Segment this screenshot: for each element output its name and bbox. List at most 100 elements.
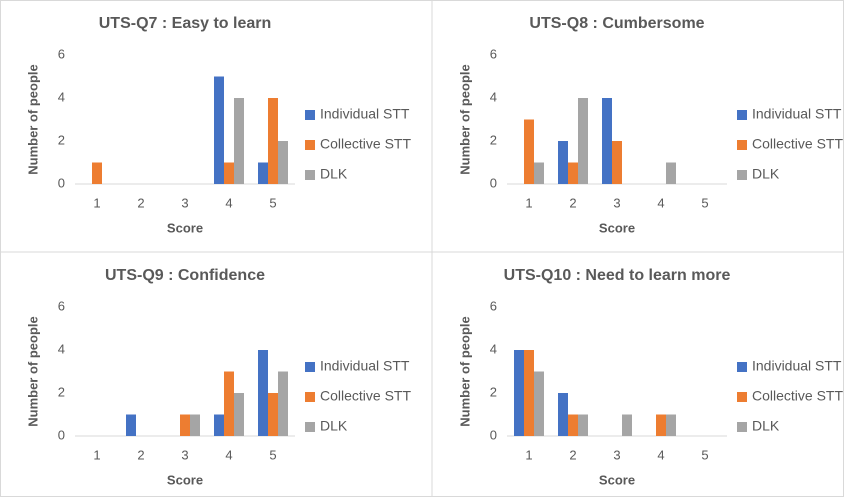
y-tick-label: 0 (490, 427, 497, 442)
legend-label: Individual STT (320, 358, 410, 374)
x-axis-label: Score (599, 472, 635, 487)
bar (268, 393, 278, 436)
legend-swatch (305, 140, 315, 150)
y-axis-label: Number of people (457, 64, 472, 175)
x-tick-label: 3 (181, 195, 188, 210)
legend-label: DLK (752, 418, 780, 434)
x-tick-label: 5 (701, 447, 708, 462)
y-axis-label: Number of people (25, 316, 40, 427)
bar (278, 141, 288, 184)
bar (524, 350, 534, 436)
legend-swatch (305, 392, 315, 402)
bar (568, 414, 578, 436)
x-tick-label: 4 (657, 447, 664, 462)
bar (214, 76, 224, 184)
y-tick-label: 0 (490, 175, 497, 190)
x-tick-label: 2 (137, 447, 144, 462)
legend-label: Collective STT (320, 388, 411, 404)
legend-swatch (737, 422, 747, 432)
y-tick-label: 6 (490, 298, 497, 313)
bar (666, 162, 676, 184)
y-axis-label: Number of people (457, 316, 472, 427)
bar (258, 350, 268, 436)
chart-panel: UTS-Q9 : Confidence Number of people Score… (25, 267, 411, 487)
legend-swatch (305, 362, 315, 372)
x-tick-label: 1 (525, 447, 532, 462)
legend-swatch (305, 110, 315, 120)
bar (224, 162, 234, 184)
bar (524, 119, 534, 184)
bar (234, 393, 244, 436)
bar (558, 393, 568, 436)
bar (126, 414, 136, 436)
x-tick-label: 5 (269, 447, 276, 462)
y-tick-label: 2 (490, 132, 497, 147)
bar (514, 350, 524, 436)
y-tick-label: 0 (58, 427, 65, 442)
y-tick-label: 6 (490, 46, 497, 61)
bar (534, 371, 544, 436)
x-tick-label: 4 (225, 447, 232, 462)
bar (268, 98, 278, 184)
bar (578, 414, 588, 436)
x-tick-label: 4 (657, 195, 664, 210)
x-tick-label: 2 (569, 195, 576, 210)
y-tick-label: 6 (58, 46, 65, 61)
y-tick-label: 2 (58, 384, 65, 399)
legend-swatch (737, 392, 747, 402)
legend-label: Individual STT (320, 106, 410, 122)
chart-panel: UTS-Q8 : Cumbersome Number of people Score… (457, 15, 843, 235)
y-tick-label: 0 (58, 175, 65, 190)
bar (214, 414, 224, 436)
legend-swatch (305, 170, 315, 180)
legend-swatch (737, 140, 747, 150)
bar (568, 162, 578, 184)
bar (180, 414, 190, 436)
bar (190, 414, 200, 436)
legend-label: Collective STT (752, 136, 843, 152)
chart-title: UTS-Q9 : Confidence (105, 267, 265, 284)
x-tick-label: 5 (269, 195, 276, 210)
legend-swatch (305, 422, 315, 432)
bar (666, 414, 676, 436)
bar (534, 162, 544, 184)
x-tick-label: 5 (701, 195, 708, 210)
bar (656, 414, 666, 436)
bar (224, 371, 234, 436)
chart-panel: UTS-Q10 : Need to learn more Number of pe… (457, 267, 843, 487)
x-tick-label: 3 (181, 447, 188, 462)
bar (258, 162, 268, 184)
y-tick-label: 2 (58, 132, 65, 147)
chart-title: UTS-Q10 : Need to learn more (504, 267, 731, 284)
chart-title: UTS-Q8 : Cumbersome (529, 15, 704, 32)
legend-swatch (737, 110, 747, 120)
y-tick-label: 2 (490, 384, 497, 399)
legend-label: Collective STT (320, 136, 411, 152)
bar (622, 414, 632, 436)
bar (612, 141, 622, 184)
x-tick-label: 1 (93, 447, 100, 462)
legend-label: DLK (320, 418, 348, 434)
x-tick-label: 4 (225, 195, 232, 210)
bar (558, 141, 568, 184)
y-tick-label: 4 (58, 89, 65, 104)
x-axis-label: Score (599, 220, 635, 235)
legend-label: Individual STT (752, 106, 842, 122)
bar (602, 98, 612, 184)
x-axis-label: Score (167, 220, 203, 235)
chart-panel: UTS-Q7 : Easy to learn Number of people Sc… (25, 15, 411, 235)
y-tick-label: 6 (58, 298, 65, 313)
bar (234, 98, 244, 184)
legend-label: DLK (752, 166, 780, 182)
bar (578, 98, 588, 184)
chart-title: UTS-Q7 : Easy to learn (99, 15, 272, 32)
legend-label: Individual STT (752, 358, 842, 374)
x-tick-label: 1 (525, 195, 532, 210)
x-axis-label: Score (167, 472, 203, 487)
y-tick-label: 4 (490, 341, 497, 356)
y-axis-label: Number of people (25, 64, 40, 175)
legend-swatch (737, 362, 747, 372)
x-tick-label: 3 (613, 195, 620, 210)
legend-label: Collective STT (752, 388, 843, 404)
